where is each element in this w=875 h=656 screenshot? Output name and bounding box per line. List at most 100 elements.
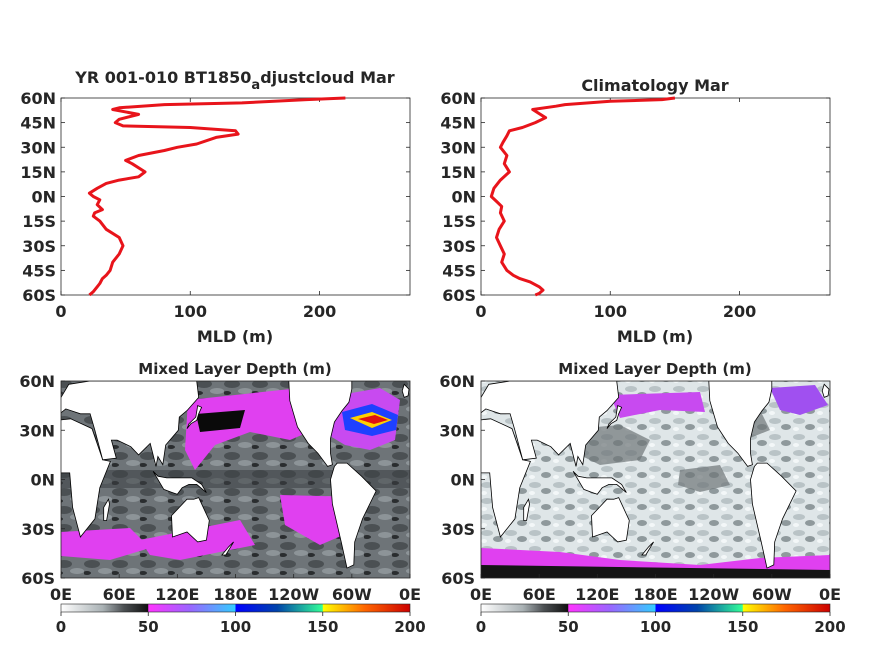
map-region-kuroshio-black	[196, 410, 245, 432]
map-region-north-pacific-magenta	[610, 392, 705, 418]
colorbar-tick-label: 0	[476, 618, 486, 636]
profile-xlabel-climatology: MLD (m)	[617, 327, 693, 346]
ytick-label: 30S	[441, 520, 475, 539]
ytick-label: 15S	[442, 212, 476, 231]
xtick-label: 60W	[332, 585, 372, 604]
xtick-label: 120W	[688, 585, 739, 604]
colorbar-tick-label: 100	[640, 618, 671, 636]
ytick-label: 30N	[439, 421, 475, 440]
ytick-label: 60N	[440, 89, 476, 108]
south-america-land	[750, 462, 797, 569]
japan-land	[186, 405, 203, 429]
north-america-land	[708, 381, 773, 467]
ytick-label: 30S	[442, 237, 476, 256]
xtick-label: 120W	[268, 585, 319, 604]
profile-plot-climatology: Climatology Mar 60N45N30N15N0N15S30S45S6…	[440, 76, 831, 346]
ytick-label: 15N	[20, 163, 56, 182]
map-region-tropical-dark	[61, 470, 410, 488]
indonesia-land	[572, 471, 627, 495]
ytick-label: 30S	[22, 237, 56, 256]
xtick-label: 60E	[103, 585, 136, 604]
indonesia-land	[152, 471, 207, 495]
ytick-label: 0N	[450, 471, 475, 490]
new-zealand-land	[641, 541, 654, 556]
xtick-label: 0	[55, 302, 66, 321]
ytick-label: 15S	[22, 212, 56, 231]
ytick-label: 60S	[21, 569, 55, 588]
colorbar-ticks-model: 0 50 100 150 200	[56, 612, 426, 636]
ytick-label: 60N	[439, 372, 475, 391]
colorbar-model	[60, 603, 411, 613]
xtick-label: 180E	[213, 585, 257, 604]
map-region-north-atlantic-magenta	[770, 385, 828, 415]
profile-axes-model	[60, 97, 411, 296]
profile-title-climatology: Climatology Mar	[581, 76, 728, 95]
profile-title-model: YR 001-010 BT1850adjustcloud Mar	[74, 68, 395, 93]
xtick-label: 0E	[819, 585, 841, 604]
xtick-label: 120E	[575, 585, 619, 604]
greenland-land	[350, 381, 368, 382]
colorbar-tick-label: 200	[814, 618, 845, 636]
map-region-gulfstream-peak	[358, 415, 388, 424]
madagascar-land	[103, 498, 110, 521]
colorbar-tick-label: 50	[138, 618, 159, 636]
greenland-land	[770, 381, 788, 382]
colorbar-tick-label: 0	[56, 618, 66, 636]
xtick-label: 0	[475, 302, 486, 321]
profile-plot-model: YR 001-010 BT1850adjustcloud Mar 60N 45N 3…	[20, 68, 411, 346]
colorbar-tick-label: 150	[307, 618, 338, 636]
ytick-label: 30N	[19, 421, 55, 440]
uk-land	[401, 383, 410, 398]
antarctic-peninsula-land	[766, 577, 775, 578]
profile-xlabel-model: MLD (m)	[197, 327, 273, 346]
ytick-label: 15N	[440, 163, 476, 182]
xtick-label: 200	[303, 302, 336, 321]
ytick-label: 30S	[21, 520, 55, 539]
xtick-label: 100	[174, 302, 207, 321]
map-region-north-pacific-magenta	[185, 388, 325, 470]
xtick-label: 60W	[752, 585, 792, 604]
xtick-label: 200	[723, 302, 756, 321]
map-region-southern-ocean-dark	[481, 565, 830, 578]
map-title-climatology: Mixed Layer Depth (m)	[558, 360, 751, 378]
xtick-label: 100	[594, 302, 627, 321]
colorbar-tick-label: 100	[220, 618, 251, 636]
xtick-label: 60E	[523, 585, 556, 604]
map-title-model: Mixed Layer Depth (m)	[138, 360, 331, 378]
madagascar-land	[523, 498, 530, 521]
ytick-label: 45S	[442, 261, 476, 280]
ytick-label: 30N	[440, 138, 476, 157]
ytick-label: 0N	[31, 188, 56, 207]
ytick-label: 30N	[20, 138, 56, 157]
xtick-label: 120E	[155, 585, 199, 604]
colorbar-tick-label: 150	[727, 618, 758, 636]
uk-land	[821, 383, 830, 398]
colorbar-climatology	[480, 603, 831, 613]
south-america-land	[330, 462, 377, 569]
profile-axes-climatology	[480, 97, 831, 296]
north-america-land	[288, 381, 353, 467]
ytick-label: 45N	[440, 114, 476, 133]
ytick-label: 60S	[441, 569, 475, 588]
map-region-southern-ocean-magenta-1	[61, 528, 150, 560]
japan-land	[606, 405, 623, 429]
australia-land	[171, 497, 210, 543]
colorbar-tick-label: 200	[394, 618, 425, 636]
colorbar-tick-label: 50	[558, 618, 579, 636]
europe-asia-land	[481, 381, 620, 467]
map-region-dark-patches	[560, 410, 770, 492]
antarctic-peninsula-land	[346, 577, 355, 578]
profile-line-model	[87, 96, 346, 297]
ytick-label: 60S	[22, 286, 56, 305]
africa-land	[481, 418, 531, 538]
xtick-label: 0E	[470, 585, 492, 604]
ytick-label: 0N	[451, 188, 476, 207]
ytick-label: 60N	[19, 372, 55, 391]
